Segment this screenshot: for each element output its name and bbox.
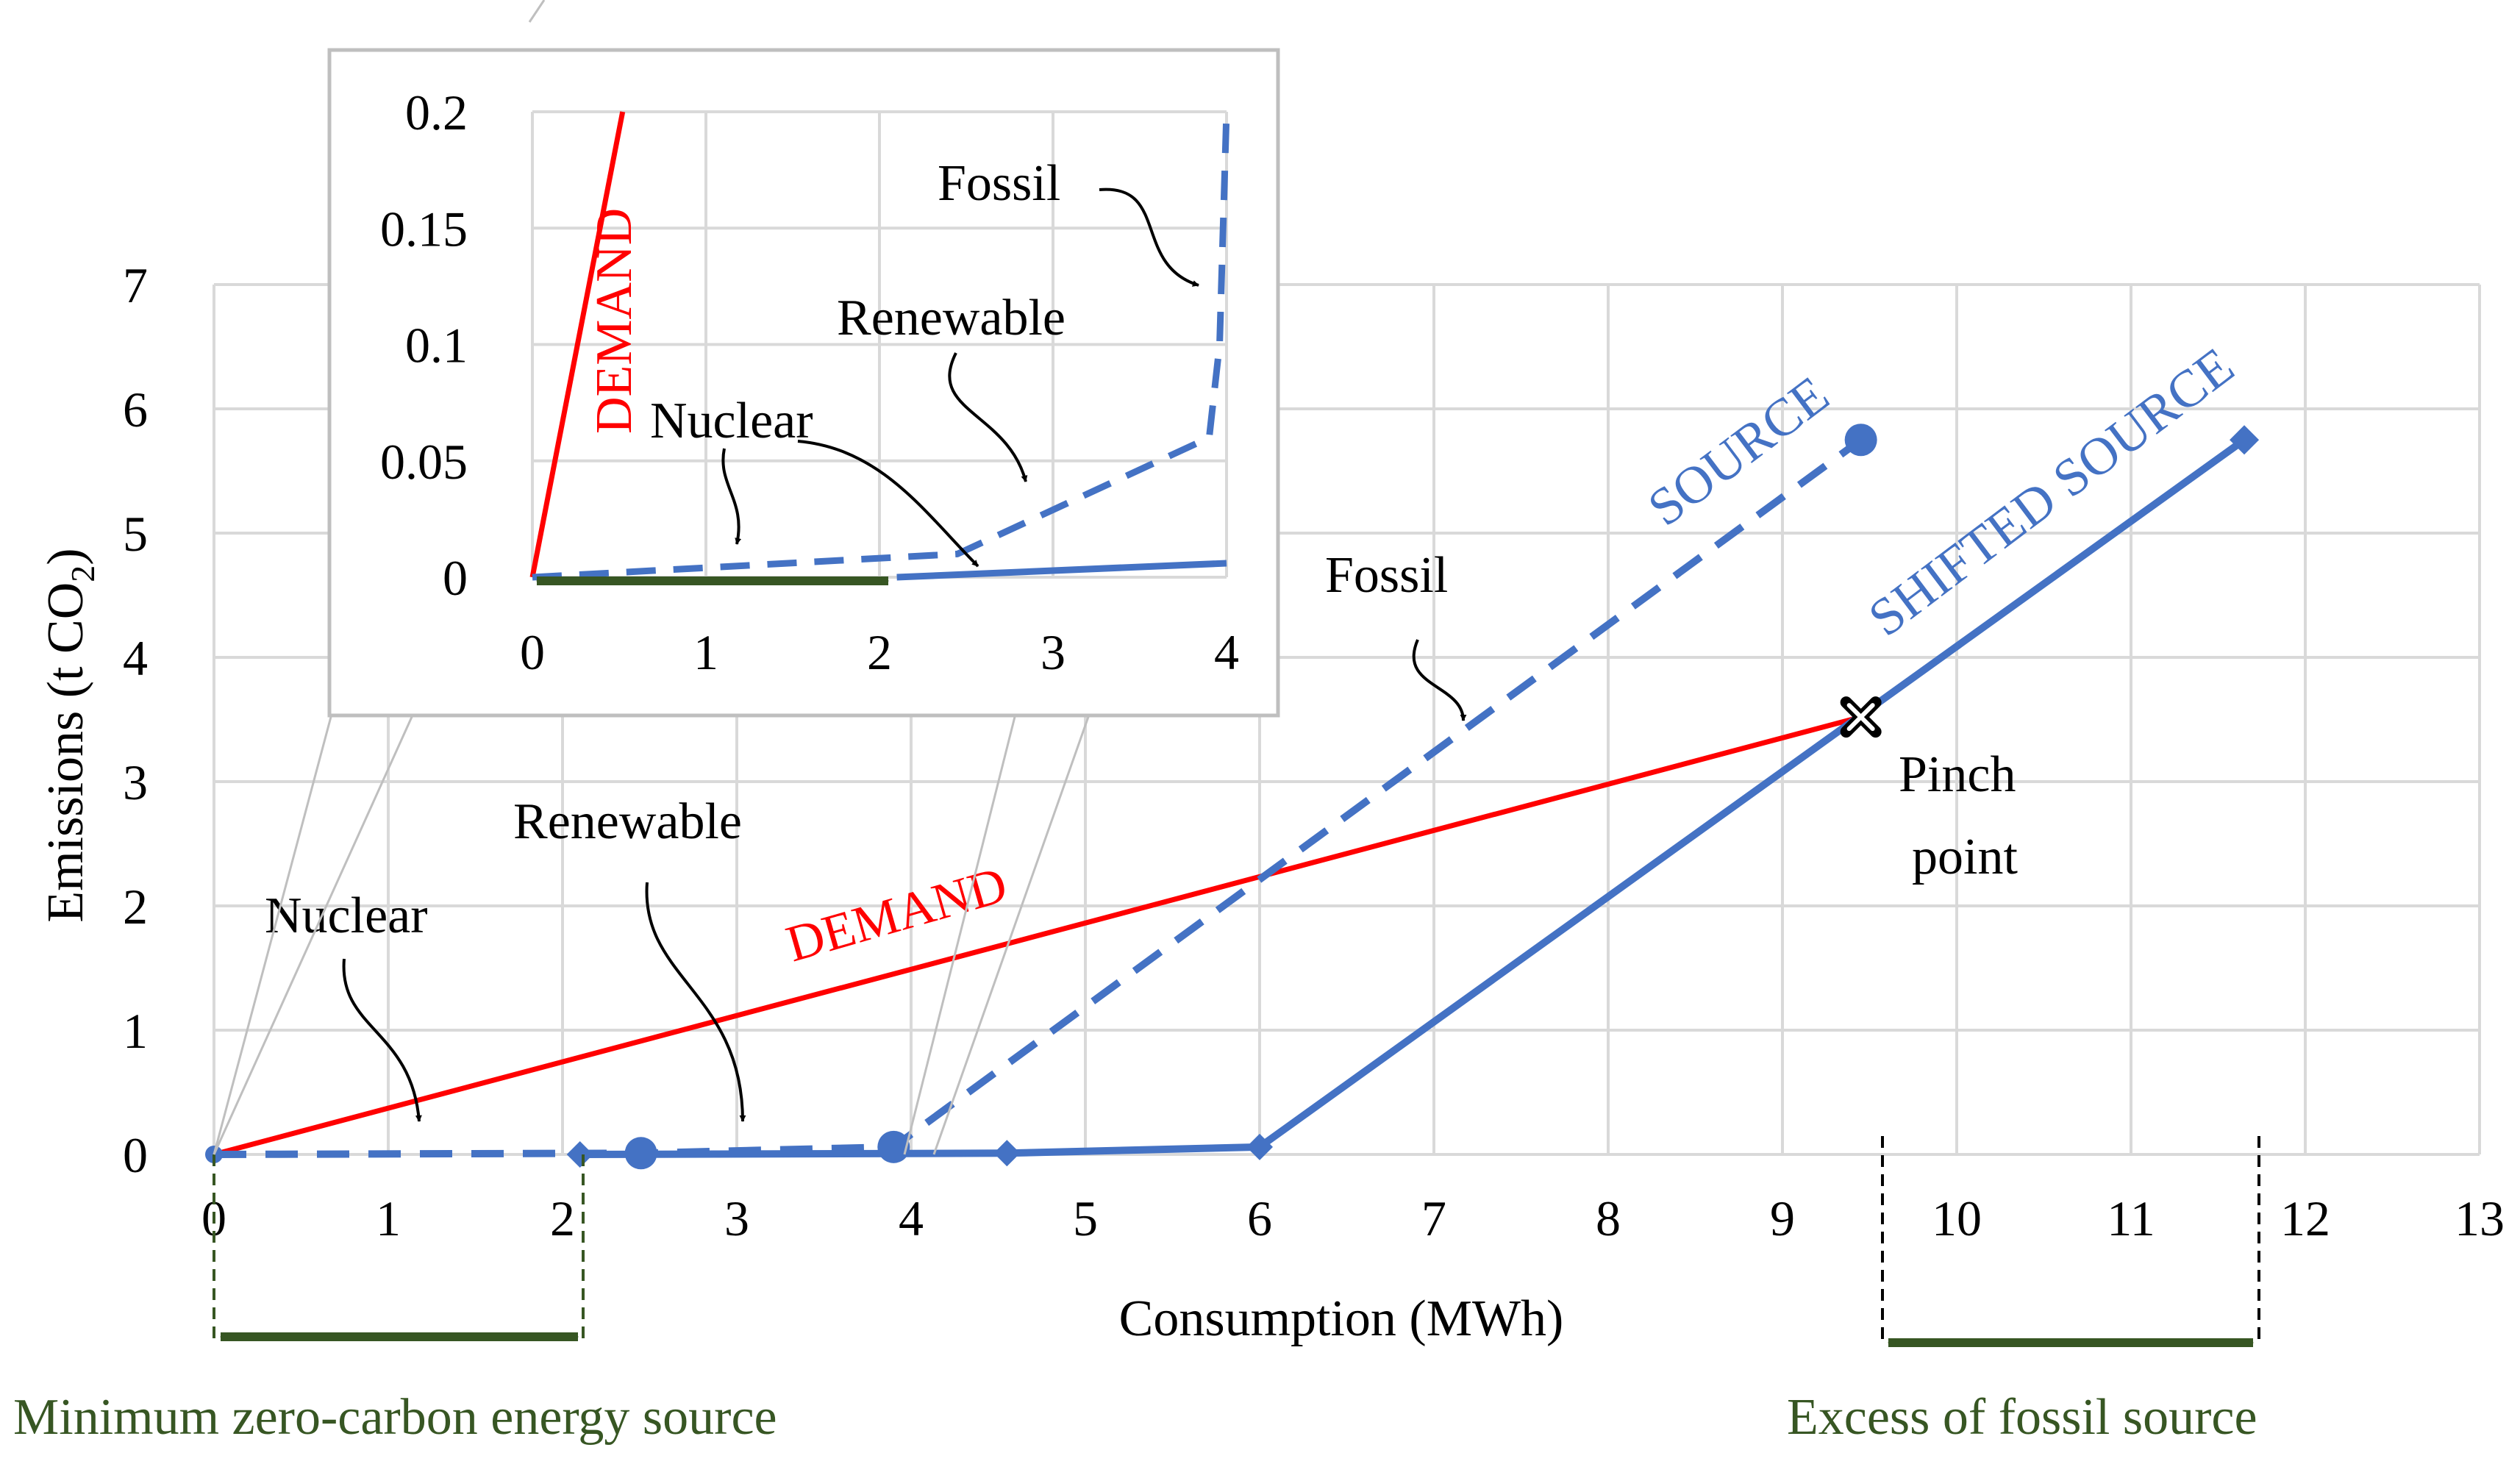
y-axis-title-subscript: 2	[64, 565, 101, 582]
pinch-point-x-inner	[1846, 703, 1875, 732]
main-y-tick-label-3: 3	[123, 754, 148, 810]
zoom-line-3	[903, 716, 1016, 1155]
inset-nuclear-callout-arrow	[721, 448, 742, 545]
min-zero-carbon-label: Minimum zero-carbon energy source	[13, 1389, 777, 1446]
zoom-line-1	[213, 716, 332, 1155]
pinch-label-line2: point	[1912, 829, 2018, 885]
inset-y-tick-label-4: 0.2	[405, 85, 468, 140]
main-y-tick-label-1: 1	[123, 1003, 148, 1059]
inset-y-tick-label-2: 0.1	[405, 318, 468, 374]
nuclear-label: Nuclear	[265, 888, 428, 944]
excess-fossil-label: Excess of fossil source	[1787, 1389, 2257, 1446]
main-demand-line	[213, 714, 1862, 1157]
inset-y-tick-label-1: 0.05	[380, 434, 468, 490]
main-shifted-source-point-1	[993, 1140, 1021, 1167]
inset: 0 1 2 3 4 0 0.05 0.1 0.15 0.2 Nuclear Renewable F…	[327, 48, 1280, 718]
renewable-callout-arrow	[645, 882, 746, 1122]
pinch-label-line1: Pinch	[1899, 746, 2016, 803]
inset-demand-label: DEMAND	[586, 208, 643, 434]
main-source-point-2	[877, 1130, 910, 1163]
zoom-line-5	[528, 0, 546, 23]
y-axis-title-close: )	[38, 548, 94, 565]
main-y-tick-label-4: 4	[123, 630, 148, 686]
main-x-tick-label-5: 5	[1073, 1190, 1098, 1246]
inset-tick-labels: 0 1 2 3 4 0 0.05 0.1 0.15 0.2	[380, 85, 1239, 680]
main-x-tick-label-7: 7	[1421, 1190, 1446, 1246]
main-x-tick-label-4: 4	[899, 1190, 924, 1246]
inset-nuclear-callout-arrow-2	[797, 440, 979, 568]
inset-x-tick-label-0: 0	[520, 624, 545, 680]
excess-fossil-bracket	[1881, 1136, 2260, 1347]
pinch-point-marker	[1840, 696, 1882, 738]
main-shifted-source-point-0	[566, 1141, 593, 1168]
main-shifted-source-line	[579, 437, 2246, 1158]
inset-renewable-label: Renewable	[837, 290, 1066, 346]
zoom-line-4	[932, 716, 1090, 1155]
zoom-connector-lines	[213, 0, 1090, 1155]
inset-x-tick-label-3: 3	[1041, 624, 1066, 680]
main-x-tick-label-13: 13	[2455, 1190, 2505, 1246]
main-x-tick-label-8: 8	[1596, 1190, 1621, 1246]
main-x-tick-label-12: 12	[2280, 1190, 2330, 1246]
main-y-tick-label-6: 6	[123, 382, 148, 438]
callout-arrows	[342, 639, 1467, 1122]
inset-fossil-label: Fossil	[938, 155, 1060, 212]
inset-callout-arrows	[721, 188, 1199, 568]
main-x-tick-label-9: 9	[1770, 1190, 1795, 1246]
inset-x-tick-label-2: 2	[867, 624, 892, 680]
y-axis-title-main: Emissions (t CO	[38, 582, 94, 923]
main-source-line	[213, 437, 1863, 1158]
main-x-tick-label-10: 10	[1932, 1190, 1982, 1246]
main-y-tick-label-0: 0	[123, 1127, 148, 1183]
inset-frame	[327, 48, 1280, 718]
min-zero-carbon-bracket	[213, 1154, 585, 1346]
nuclear-callout-arrow	[342, 958, 422, 1122]
main-x-tick-label-1: 1	[376, 1190, 401, 1246]
main-y-tick-label-5: 5	[123, 506, 148, 562]
main-y-tick-label-2: 2	[123, 879, 148, 935]
inset-fossil-callout-arrow	[1099, 188, 1199, 287]
main-source-point-3	[1844, 424, 1877, 457]
main-x-tick-label-2: 2	[550, 1190, 575, 1246]
inset-y-tick-label-3: 0.15	[380, 201, 468, 257]
shifted-source-label: SHIFTED SOURCE	[1857, 336, 2244, 648]
inset-renewable-callout-arrow	[948, 352, 1028, 482]
main-x-tick-label-11: 11	[2107, 1190, 2155, 1246]
inset-nuclear-label: Nuclear	[650, 393, 813, 449]
main-y-tick-label-7: 7	[123, 257, 148, 313]
main-x-tick-label-6: 6	[1247, 1190, 1272, 1246]
main-shifted-source-point-2	[1246, 1133, 1273, 1160]
inset-shifted-source-line	[896, 560, 1227, 581]
inset-series	[529, 111, 1230, 581]
inset-x-tick-label-4: 4	[1214, 624, 1239, 680]
fossil-callout-arrow	[1412, 639, 1467, 721]
zoom-line-2	[213, 716, 413, 1155]
inset-y-tick-label-0: 0	[443, 550, 468, 606]
main-x-tick-label-3: 3	[724, 1190, 749, 1246]
main-shifted-source-point-3	[2230, 425, 2260, 455]
inset-x-tick-label-1: 1	[693, 624, 718, 680]
x-axis-title: Consumption (MWh)	[1119, 1290, 1564, 1347]
inset-source-line	[532, 111, 1230, 581]
fossil-label: Fossil	[1325, 547, 1448, 604]
inset-demand-line	[529, 111, 626, 578]
source-label: SOURCE	[1637, 365, 1839, 538]
renewable-label: Renewable	[513, 793, 742, 850]
demand-label: DEMAND	[780, 857, 1013, 974]
main-series	[205, 424, 2260, 1170]
y-axis-title: Emissions (t CO2)	[38, 548, 101, 922]
